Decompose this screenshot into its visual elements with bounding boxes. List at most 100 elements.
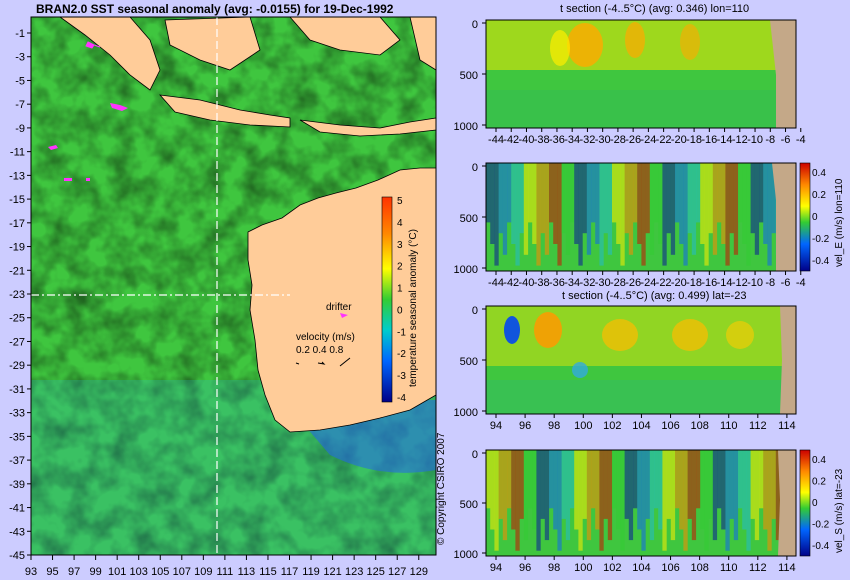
velocity-stripe xyxy=(746,163,751,266)
map-y-tick-label: -27 xyxy=(9,336,25,348)
velocity-stripe xyxy=(507,450,512,509)
map-y-tick-label: -13 xyxy=(9,170,25,182)
velocity-stripe xyxy=(607,163,613,255)
velocity-stripe xyxy=(662,163,667,266)
velocity-stripe xyxy=(603,450,608,519)
velocity-stripe xyxy=(523,450,529,541)
map-x-tick-label: 129 xyxy=(410,566,428,578)
velocity-stripe xyxy=(662,450,667,551)
drifter-track xyxy=(85,41,101,49)
velocity-stripe xyxy=(675,450,680,509)
velocity-stripe xyxy=(523,163,529,255)
velocity-stripe xyxy=(746,450,751,551)
panel-x-tick-label: 100 xyxy=(574,562,592,574)
panel-x-tick-label: -24 xyxy=(640,277,656,289)
velocity-stripe xyxy=(557,163,562,266)
velocity-stripe xyxy=(544,163,550,255)
colorbar-tick-label: 5 xyxy=(397,196,403,207)
panel-x-tick-label: 98 xyxy=(548,420,560,432)
velocity-stripe xyxy=(628,163,634,255)
panel-x-tick-label: -18 xyxy=(686,134,702,146)
panel-x-tick-label: -38 xyxy=(534,134,550,146)
velocity-stripe xyxy=(591,450,596,509)
panel-x-tick-label: -4 xyxy=(796,134,806,146)
map-x-tick-label: 99 xyxy=(90,566,102,578)
panel-x-tick-label: 108 xyxy=(690,420,708,432)
panel-x-tick-label: -14 xyxy=(717,134,733,146)
velocity-stripe xyxy=(696,163,701,223)
map-y-tick-label: -9 xyxy=(15,123,25,135)
velocity-stripe xyxy=(498,163,503,234)
velocity-stripe xyxy=(565,450,571,541)
velocity-stripe xyxy=(561,163,566,234)
panel-x-tick-label: -12 xyxy=(732,277,748,289)
velocity-stripe xyxy=(574,450,579,530)
panel-x-tick-label: -16 xyxy=(701,277,717,289)
map-colorbar-label: temperature seasonal anomaly (°C) xyxy=(408,229,419,387)
velocity-stripe xyxy=(637,163,642,244)
panel-y-tick-label: 0 xyxy=(472,305,478,317)
panel-x-tick-label: 110 xyxy=(720,420,738,432)
map-y-axis: -1 -3 -5 -7 -9 -11 -13 -15 -17 -19 -21 -23 -25 -27 -29… xyxy=(9,28,31,562)
panel-x-tick-label: -34 xyxy=(564,277,580,289)
panel-x-tick-label: 106 xyxy=(661,562,679,574)
map-x-tick-label: 97 xyxy=(68,566,80,578)
velocity-stripe xyxy=(536,450,541,551)
panel-y-tick-label: 1000 xyxy=(454,121,478,133)
map-y-tick-label: -35 xyxy=(9,431,25,443)
panel-y-tick-label: 500 xyxy=(460,70,478,82)
velocity-stripe xyxy=(507,163,512,223)
velocity-stripe xyxy=(649,450,655,541)
map-y-tick-label: -11 xyxy=(10,147,25,159)
map-y-tick-label: -29 xyxy=(9,360,25,372)
panel-x-tick-label: -40 xyxy=(519,134,535,146)
map-y-tick-label: -41 xyxy=(9,503,25,515)
map-y-tick-label: -25 xyxy=(9,313,25,325)
velocity-stripe xyxy=(612,163,617,223)
map-x-tick-label: 123 xyxy=(345,566,363,578)
velocity-stripe xyxy=(687,163,692,234)
velocity-stripe xyxy=(675,163,680,223)
velocity-stripe xyxy=(683,450,688,551)
velocity-stripe xyxy=(754,450,760,541)
velocity-stripe xyxy=(767,163,772,266)
colorbar-tick-label: 1 xyxy=(397,284,403,295)
velocity-stripe xyxy=(549,450,554,509)
panel-x-tick-label: -40 xyxy=(519,277,535,289)
panel-colorbar-tick-label: -0.2 xyxy=(812,234,830,245)
velocity-stripe xyxy=(759,163,764,223)
velocity-stripe xyxy=(599,163,604,266)
map-y-tick-label: -15 xyxy=(9,194,25,206)
panel-x-tick-label: -16 xyxy=(701,134,717,146)
java-land xyxy=(159,94,291,128)
sumatra-land xyxy=(58,16,161,91)
map-x-tick-label: 125 xyxy=(367,566,385,578)
panel-y-tick-label: 500 xyxy=(460,356,478,368)
velocity-stripe xyxy=(628,450,634,541)
velocity-stripe xyxy=(771,450,776,519)
panel-x-tick-label: 114 xyxy=(778,562,796,574)
panel-x-tick-label: -32 xyxy=(579,134,595,146)
velocity-stripe xyxy=(704,163,709,266)
velocity-stripe xyxy=(490,450,495,530)
velocity-stripe xyxy=(763,163,768,244)
drifter-legend-label: drifter xyxy=(326,302,352,313)
velocity-stripe xyxy=(696,450,701,509)
velocity-stripe xyxy=(670,163,676,255)
velocity-stripe xyxy=(519,450,524,519)
panel-y-tick-label: 0 xyxy=(472,19,478,31)
map-y-tick-label: -43 xyxy=(9,526,25,538)
velocity-stripe xyxy=(586,163,592,255)
velocity-stripe xyxy=(708,163,713,234)
colorbar-tick-label: 3 xyxy=(397,240,403,251)
velocity-stripe xyxy=(582,450,587,519)
map-x-tick-label: 127 xyxy=(388,566,406,578)
panel-x-tick-label: -36 xyxy=(549,134,565,146)
panel-x-tick-label: -8 xyxy=(765,277,775,289)
colorbar-tick-label: 4 xyxy=(397,218,403,229)
panel-x-tick-label: -6 xyxy=(781,134,791,146)
velocity-stripe xyxy=(502,450,508,541)
map-x-tick-label: 95 xyxy=(46,566,58,578)
panel-t-lat xyxy=(485,305,797,415)
velocity-stripe xyxy=(624,163,629,234)
